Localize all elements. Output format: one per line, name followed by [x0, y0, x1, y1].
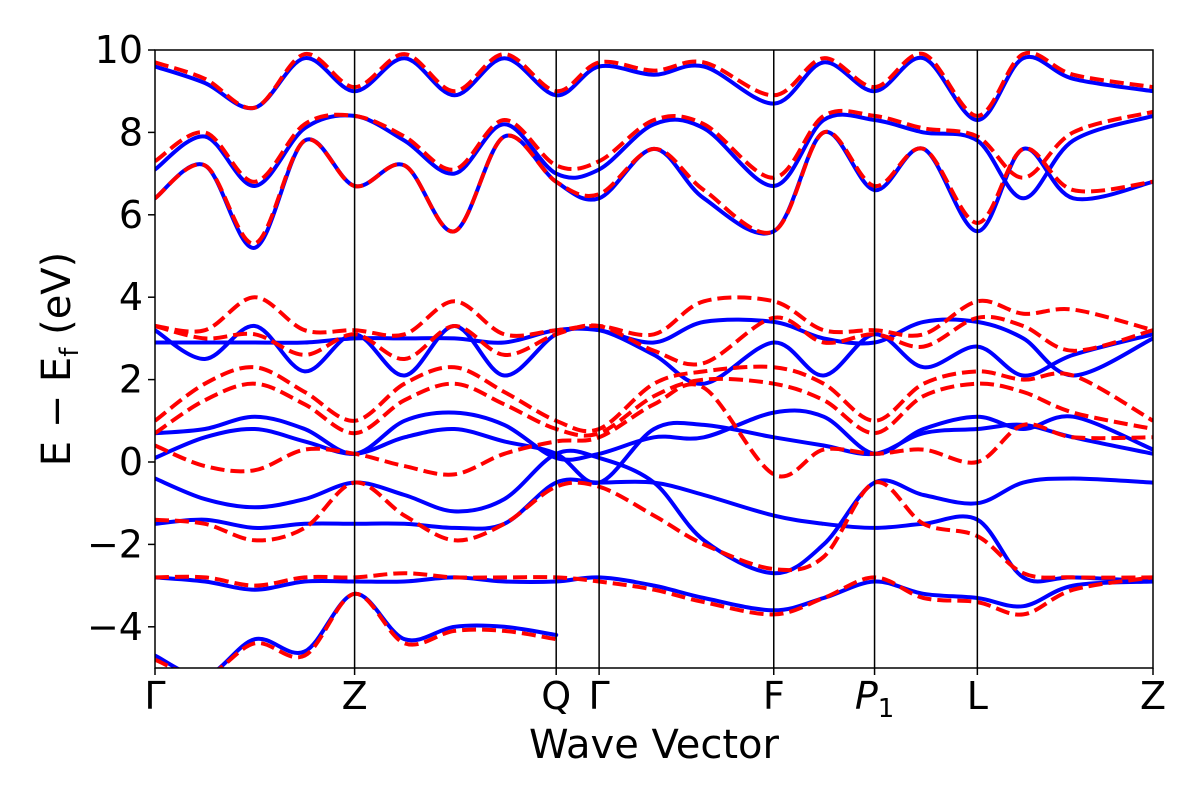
- y-tick-label: 4: [119, 275, 143, 319]
- x-tick-label: Q: [541, 674, 571, 718]
- band-line-dashed: [155, 295, 1153, 338]
- y-axis-label: E − Ef (eV): [34, 252, 85, 467]
- band-line-solid: [155, 477, 1153, 584]
- band-line-dashed: [155, 108, 1153, 184]
- band-line-dashed: [155, 129, 1153, 246]
- x-tick-label: P1: [855, 674, 894, 724]
- band-line-solid: [155, 575, 1153, 613]
- band-line-solid: [155, 420, 1153, 485]
- x-axis-ticks: Γ Z Q Γ F P1 L Z: [144, 668, 1166, 724]
- y-tick-label: 0: [119, 440, 143, 484]
- band-line-dashed: [155, 591, 557, 668]
- y-axis-label-main: E − E: [34, 357, 80, 467]
- band-line-solid: [155, 591, 559, 668]
- x-tick-label: Γ: [589, 674, 610, 718]
- y-tick-label: −2: [87, 522, 143, 566]
- kpoint-vertical-lines: [353, 50, 979, 668]
- bands-layer: [155, 50, 1153, 668]
- band-line-dashed: [155, 364, 1153, 434]
- y-tick-label: 10: [95, 28, 143, 72]
- band-line-dashed: [155, 50, 1153, 118]
- y-tick-label: 2: [119, 358, 143, 402]
- y-tick-label: −4: [87, 605, 143, 649]
- y-axis-label-unit: (eV): [34, 252, 80, 348]
- band-line-solid: [155, 448, 1153, 576]
- x-tick-label: L: [967, 674, 988, 718]
- x-tick-label: Z: [342, 674, 368, 718]
- band-line-solid: [155, 324, 1153, 386]
- band-line-dashed: [155, 376, 1153, 438]
- y-axis-ticks: −4 −2 0 2 4 6 8 10: [87, 28, 155, 649]
- band-line-solid: [155, 408, 1153, 462]
- y-tick-label: 8: [119, 110, 143, 154]
- y-tick-label: 6: [119, 193, 143, 237]
- band-line-solid: [155, 130, 1153, 250]
- y-axis-label-subscript: f: [55, 347, 85, 357]
- plot-frame: [154, 49, 1154, 669]
- band-line-solid: [155, 54, 1153, 122]
- band-line-dashed: [155, 571, 1153, 617]
- x-tick-label: F: [763, 674, 785, 718]
- band-line-solid: [155, 317, 1153, 378]
- x-tick-label: Γ: [144, 674, 165, 718]
- band-line-dashed: [155, 480, 1153, 580]
- x-tick-label: Z: [1140, 674, 1166, 718]
- x-axis-label: Wave Vector: [529, 722, 780, 768]
